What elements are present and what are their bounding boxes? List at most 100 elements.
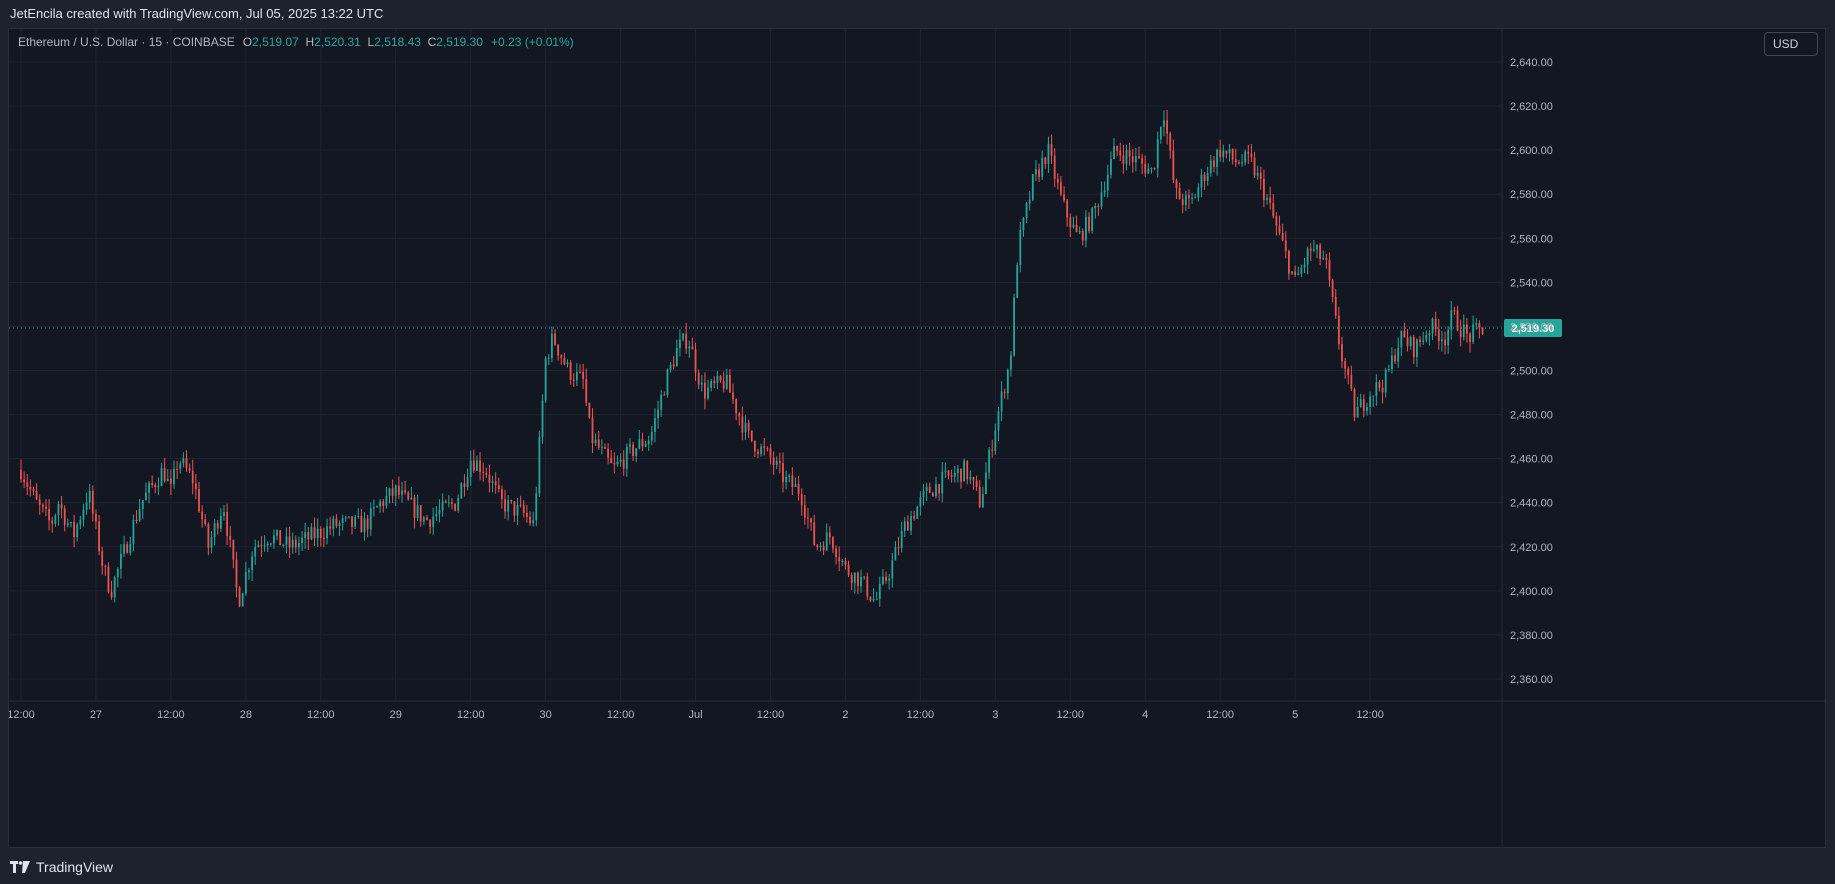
candle — [1000, 381, 1003, 422]
candle-body — [166, 478, 169, 482]
candle — [1272, 194, 1275, 219]
candle-body — [1122, 155, 1125, 164]
candle — [504, 489, 506, 519]
candle-body — [29, 486, 32, 490]
candle — [238, 585, 241, 608]
candle — [1128, 142, 1131, 166]
candle-body — [479, 460, 481, 473]
candle — [73, 514, 75, 548]
candle-body — [1238, 162, 1240, 164]
x-tick-label: 30 — [540, 709, 552, 721]
candle — [404, 480, 407, 495]
candle — [1250, 143, 1253, 162]
candle — [1337, 306, 1340, 350]
candle-body — [1072, 224, 1075, 228]
symbol-title[interactable]: Ethereum / U.S. Dollar · 15 · COINBASE — [18, 35, 235, 49]
candle-body — [435, 513, 438, 517]
candle — [20, 459, 22, 483]
candle-body — [360, 515, 363, 533]
candle-body — [1219, 149, 1222, 158]
candle — [1141, 153, 1144, 175]
candle-body — [491, 481, 494, 483]
candle — [366, 514, 369, 538]
x-tick-label: 5 — [1292, 709, 1298, 721]
candle — [260, 536, 263, 557]
candle-body — [697, 372, 700, 385]
candle-body — [1209, 160, 1212, 174]
candle — [1359, 393, 1362, 408]
candle-body — [1350, 375, 1353, 390]
candlestick-chart[interactable]: 2,519.30 2,360.00 2,380.00 2,400.00 2,420.0… — [9, 29, 1825, 847]
candle-body — [679, 339, 681, 349]
candle — [1425, 330, 1428, 343]
candle-body — [1384, 369, 1387, 393]
candle — [338, 520, 341, 536]
candle — [488, 464, 491, 493]
candle — [1472, 315, 1475, 344]
candle-body — [894, 547, 897, 561]
candle-body — [913, 516, 916, 519]
candle — [1259, 166, 1262, 190]
candle-body — [710, 380, 713, 388]
candle-body — [579, 371, 581, 373]
candle — [1375, 374, 1378, 406]
candle — [248, 567, 250, 580]
candle — [141, 500, 144, 519]
candle-body — [707, 387, 709, 399]
candle-body — [429, 519, 431, 527]
tradingview-brand[interactable]: TradingView — [36, 859, 114, 875]
candle-body — [1465, 324, 1468, 334]
candle-body — [1406, 337, 1409, 347]
candle — [469, 450, 472, 486]
candle-body — [388, 488, 391, 497]
candle-body — [1359, 399, 1362, 408]
candle — [1456, 305, 1459, 332]
candle-body — [750, 430, 753, 441]
candle-body — [591, 417, 594, 444]
candle-body — [772, 457, 775, 466]
candle-body — [897, 547, 900, 549]
candle — [1013, 293, 1015, 357]
candle — [182, 452, 185, 468]
candle — [316, 518, 319, 547]
candle-body — [1222, 150, 1225, 158]
x-tick-label: 12:00 — [1206, 709, 1234, 721]
candle — [1125, 144, 1128, 171]
candle — [1234, 148, 1237, 168]
candle-body — [1078, 230, 1081, 233]
candle — [747, 419, 750, 438]
candle — [1069, 213, 1072, 237]
candle — [1228, 143, 1231, 162]
candle — [1094, 203, 1097, 219]
candle-body — [938, 484, 941, 494]
candle — [1222, 144, 1225, 163]
candle — [1422, 331, 1425, 346]
candle — [700, 375, 703, 392]
tradingview-logo-icon[interactable] — [10, 861, 30, 873]
candle-body — [263, 545, 266, 547]
candle — [541, 394, 544, 444]
candle-body — [860, 577, 862, 587]
candle — [866, 572, 869, 601]
candle-body — [1344, 361, 1347, 369]
candle-body — [885, 576, 887, 581]
candle — [704, 372, 706, 410]
candle — [129, 537, 132, 556]
candle-body — [803, 505, 806, 518]
chart-pane[interactable]: 2,519.30 2,360.00 2,380.00 2,400.00 2,420.0… — [8, 28, 1826, 848]
candle — [1075, 215, 1078, 233]
high-value: 2,520.31 — [314, 35, 361, 49]
ohlc-legend: Ethereum / U.S. Dollar · 15 · COINBASE O2… — [18, 35, 574, 49]
currency-button[interactable]: USD — [1764, 32, 1818, 56]
candle — [797, 475, 800, 501]
candle-body — [1159, 126, 1162, 140]
candle-body — [1075, 224, 1078, 233]
candle — [985, 462, 987, 495]
candle-body — [666, 369, 669, 395]
candle — [582, 363, 585, 389]
candle-body — [1428, 333, 1431, 336]
candle-body — [316, 528, 319, 539]
candle-body — [882, 576, 884, 584]
candle — [604, 443, 606, 450]
candle — [1431, 317, 1434, 341]
